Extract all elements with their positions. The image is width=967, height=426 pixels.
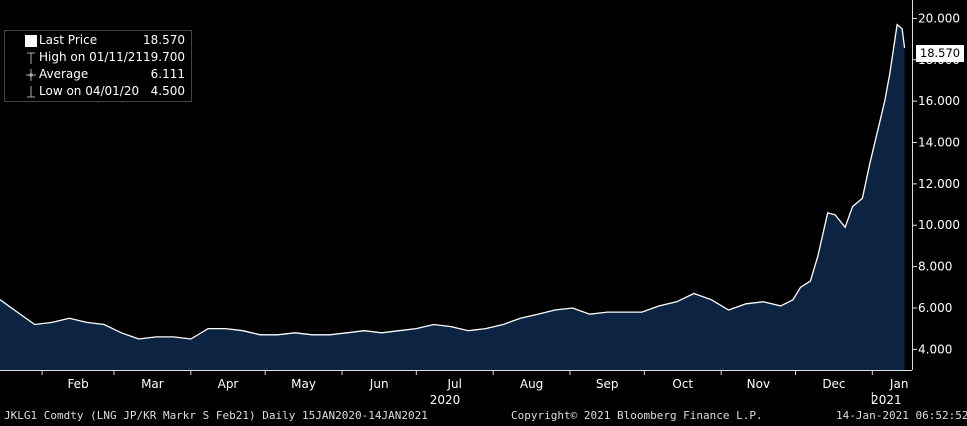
x-tick-label: May (291, 377, 316, 391)
x-tick-label: Feb (67, 377, 88, 391)
legend-last-price-label: Last Price (39, 33, 98, 47)
price-area (0, 24, 905, 370)
legend-row-average: Average 6.111 (5, 67, 191, 83)
x-tick-label: Apr (218, 377, 239, 391)
y-tick-label: 12.000 (918, 177, 960, 191)
last-price-tag: 18.570 (916, 45, 964, 62)
y-tick-label: 10.000 (918, 218, 960, 232)
x-tick-label: Mar (141, 377, 164, 391)
y-tick-label: 20.000 (918, 11, 960, 25)
legend-average-value: 6.111 (150, 67, 185, 81)
legend-high-label: High on 01/11/21 (39, 50, 144, 64)
y-tick-label: 4.000 (918, 342, 952, 356)
legend-row-high: High on 01/11/21 19.700 (5, 50, 191, 66)
last-price-marker-icon (25, 35, 37, 47)
x-tick-label: Sep (596, 377, 619, 391)
footer-timestamp: 14-Jan-2021 06:52:52 (836, 409, 967, 422)
year-label-2021: 2021 (871, 393, 902, 407)
y-tick-label: 14.000 (918, 136, 960, 150)
low-marker-icon (25, 86, 37, 98)
average-marker-icon (25, 69, 37, 81)
x-tick-label: Dec (822, 377, 845, 391)
legend-high-value: 19.700 (143, 50, 185, 64)
y-tick-label: 16.000 (918, 94, 960, 108)
y-tick-label: 6.000 (918, 301, 952, 315)
year-label-2020: 2020 (430, 393, 461, 407)
x-tick-label: Jun (369, 377, 389, 391)
legend-low-label: Low on 04/01/20 (39, 84, 140, 98)
legend-row-low: Low on 04/01/20 4.500 (5, 84, 191, 100)
high-marker-icon (25, 52, 37, 64)
x-tick-label: Aug (520, 377, 543, 391)
y-tick-label: 8.000 (918, 260, 952, 274)
footer-copyright: Copyright© 2021 Bloomberg Finance L.P. (511, 409, 763, 422)
x-tick-label: Oct (672, 377, 693, 391)
legend-last-price-value: 18.570 (143, 33, 185, 47)
x-tick-label: Jul (447, 377, 462, 391)
legend-row-last-price: Last Price 18.570 (5, 33, 191, 49)
price-line (0, 23, 906, 340)
footer-ticker-info: JKLG1 Comdty (LNG JP/KR Markr S Feb21) D… (4, 409, 428, 422)
legend-box: Last Price 18.570 High on 01/11/21 19.70… (4, 30, 192, 102)
legend-low-value: 4.500 (150, 84, 185, 98)
legend-average-label: Average (39, 67, 89, 81)
x-tick-label: Nov (747, 377, 770, 391)
x-tick-label: Jan (889, 377, 909, 391)
